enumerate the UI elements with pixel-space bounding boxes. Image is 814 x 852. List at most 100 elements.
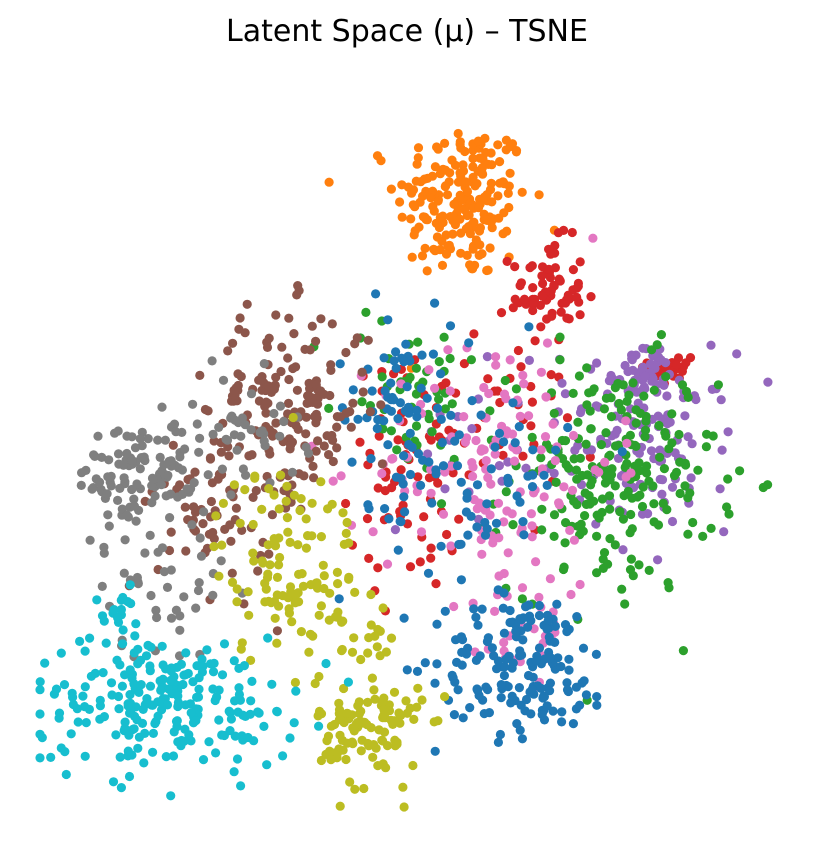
scatter-point bbox=[628, 378, 638, 388]
scatter-point bbox=[389, 356, 399, 366]
scatter-point bbox=[161, 752, 171, 762]
scatter-point bbox=[568, 388, 578, 398]
scatter-point bbox=[308, 461, 318, 471]
scatter-point bbox=[234, 683, 244, 693]
scatter-point bbox=[526, 509, 537, 519]
scatter-point bbox=[503, 188, 513, 198]
scatter-point bbox=[116, 783, 126, 793]
scatter-point bbox=[507, 691, 517, 701]
scatter-point bbox=[521, 694, 532, 705]
scatter-point bbox=[401, 696, 411, 706]
scatter-point bbox=[269, 490, 279, 500]
scatter-point bbox=[399, 492, 409, 502]
scatter-point bbox=[646, 446, 657, 456]
scatter-point bbox=[134, 732, 144, 742]
scatter-point bbox=[110, 428, 120, 438]
scatter-point bbox=[664, 444, 674, 454]
scatter-point bbox=[285, 733, 295, 743]
scatter-point bbox=[466, 355, 476, 365]
scatter-point bbox=[667, 409, 677, 419]
scatter-point bbox=[335, 412, 346, 422]
scatter-point bbox=[366, 454, 376, 464]
scatter-point bbox=[505, 617, 515, 628]
scatter-point bbox=[434, 357, 444, 367]
scatter-point bbox=[393, 435, 403, 445]
scatter-point bbox=[197, 654, 207, 664]
scatter-point bbox=[519, 379, 529, 389]
scatter-point bbox=[503, 457, 513, 467]
scatter-point bbox=[181, 546, 191, 556]
scatter-point bbox=[395, 398, 405, 408]
scatter-point bbox=[652, 340, 662, 350]
scatter-point bbox=[289, 718, 299, 728]
scatter-point bbox=[563, 422, 573, 433]
scatter-point bbox=[372, 642, 382, 652]
scatter-point bbox=[649, 517, 659, 527]
scatter-point bbox=[563, 290, 573, 300]
scatter-point bbox=[492, 664, 502, 674]
scatter-point bbox=[584, 491, 594, 501]
scatter-point bbox=[514, 422, 524, 432]
scatter-point bbox=[422, 266, 432, 276]
scatter-point bbox=[376, 400, 386, 410]
scatter-point bbox=[362, 514, 373, 524]
scatter-point bbox=[581, 439, 591, 449]
scatter-point bbox=[233, 707, 243, 717]
scatter-point bbox=[125, 690, 135, 700]
scatter-point bbox=[313, 436, 323, 446]
scatter-point bbox=[545, 678, 556, 688]
scatter-point bbox=[516, 278, 527, 288]
scatter-point bbox=[118, 460, 129, 470]
scatter-point bbox=[166, 527, 176, 537]
scatter-point bbox=[118, 639, 128, 649]
scatter-point bbox=[120, 723, 130, 734]
scatter-point bbox=[501, 487, 511, 497]
scatter-point bbox=[214, 685, 224, 695]
scatter-point bbox=[35, 677, 45, 687]
scatter-point bbox=[200, 404, 210, 415]
scatter-point bbox=[446, 410, 456, 420]
scatter-point bbox=[564, 665, 574, 675]
scatter-point bbox=[493, 140, 503, 150]
scatter-point bbox=[525, 263, 535, 273]
scatter-point bbox=[347, 737, 357, 747]
scatter-point bbox=[207, 356, 217, 366]
scatter-point bbox=[243, 587, 253, 597]
scatter-point bbox=[203, 470, 213, 480]
scatter-point bbox=[95, 477, 105, 487]
scatter-point bbox=[337, 646, 347, 656]
scatter-point bbox=[332, 567, 342, 578]
scatter-point bbox=[116, 604, 126, 615]
scatter-point bbox=[622, 438, 632, 448]
scatter-point bbox=[477, 549, 487, 559]
scatter-point bbox=[503, 478, 513, 488]
scatter-point bbox=[339, 683, 349, 694]
scatter-point bbox=[162, 582, 173, 593]
scatter-point bbox=[190, 467, 200, 477]
scatter-point bbox=[217, 670, 228, 680]
scatter-point bbox=[460, 437, 470, 447]
scatter-point bbox=[214, 715, 224, 725]
scatter-point bbox=[338, 616, 348, 626]
scatter-point bbox=[294, 469, 304, 479]
scatter-point bbox=[521, 463, 531, 473]
scatter-point bbox=[488, 538, 498, 548]
scatter-point bbox=[113, 613, 123, 623]
scatter-point bbox=[445, 386, 455, 396]
scatter-point bbox=[708, 431, 718, 441]
scatter-point bbox=[487, 197, 497, 207]
scatter-point bbox=[384, 514, 394, 524]
scatter-point bbox=[307, 498, 317, 508]
scatter-point bbox=[189, 478, 199, 488]
scatter-point bbox=[60, 747, 70, 757]
scatter-point bbox=[269, 408, 279, 419]
scatter-point bbox=[451, 635, 461, 645]
scatter-point bbox=[294, 569, 304, 580]
scatter-point bbox=[659, 464, 670, 474]
scatter-point bbox=[468, 172, 478, 182]
scatter-point bbox=[99, 616, 109, 626]
scatter-point bbox=[119, 473, 129, 483]
scatter-point bbox=[569, 454, 579, 464]
scatter-point bbox=[151, 605, 161, 616]
